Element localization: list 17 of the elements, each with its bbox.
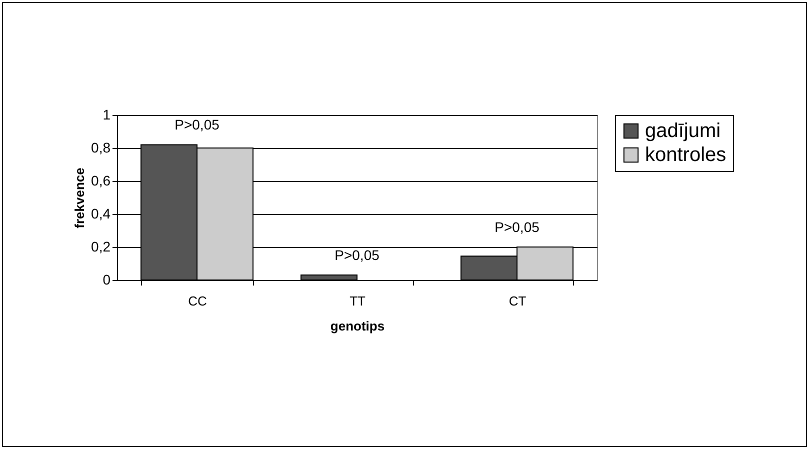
x-tick-label: CC [188, 294, 207, 308]
x-tick-label: CT [508, 294, 526, 308]
annotation: P>0,05 [494, 219, 540, 235]
y-tick-label: 0,8 [91, 140, 111, 156]
legend-label: kontroles [645, 144, 726, 166]
x-axis-title: genotips [330, 318, 385, 334]
legend-label: gadījumi [645, 120, 721, 142]
y-tick-label: 0 [102, 272, 111, 288]
y-tick-label: 0,6 [91, 172, 111, 188]
annotation: P>0,05 [334, 247, 380, 264]
y-axis-title: frekvence [72, 168, 88, 228]
bar [300, 274, 358, 280]
x-tick-label: TT [350, 294, 366, 308]
annotation: P>0,05 [174, 116, 220, 133]
y-tick-label: 0,4 [91, 206, 111, 222]
y-tick-label: 0,2 [91, 238, 111, 254]
y-tick-label: 1 [102, 106, 111, 122]
